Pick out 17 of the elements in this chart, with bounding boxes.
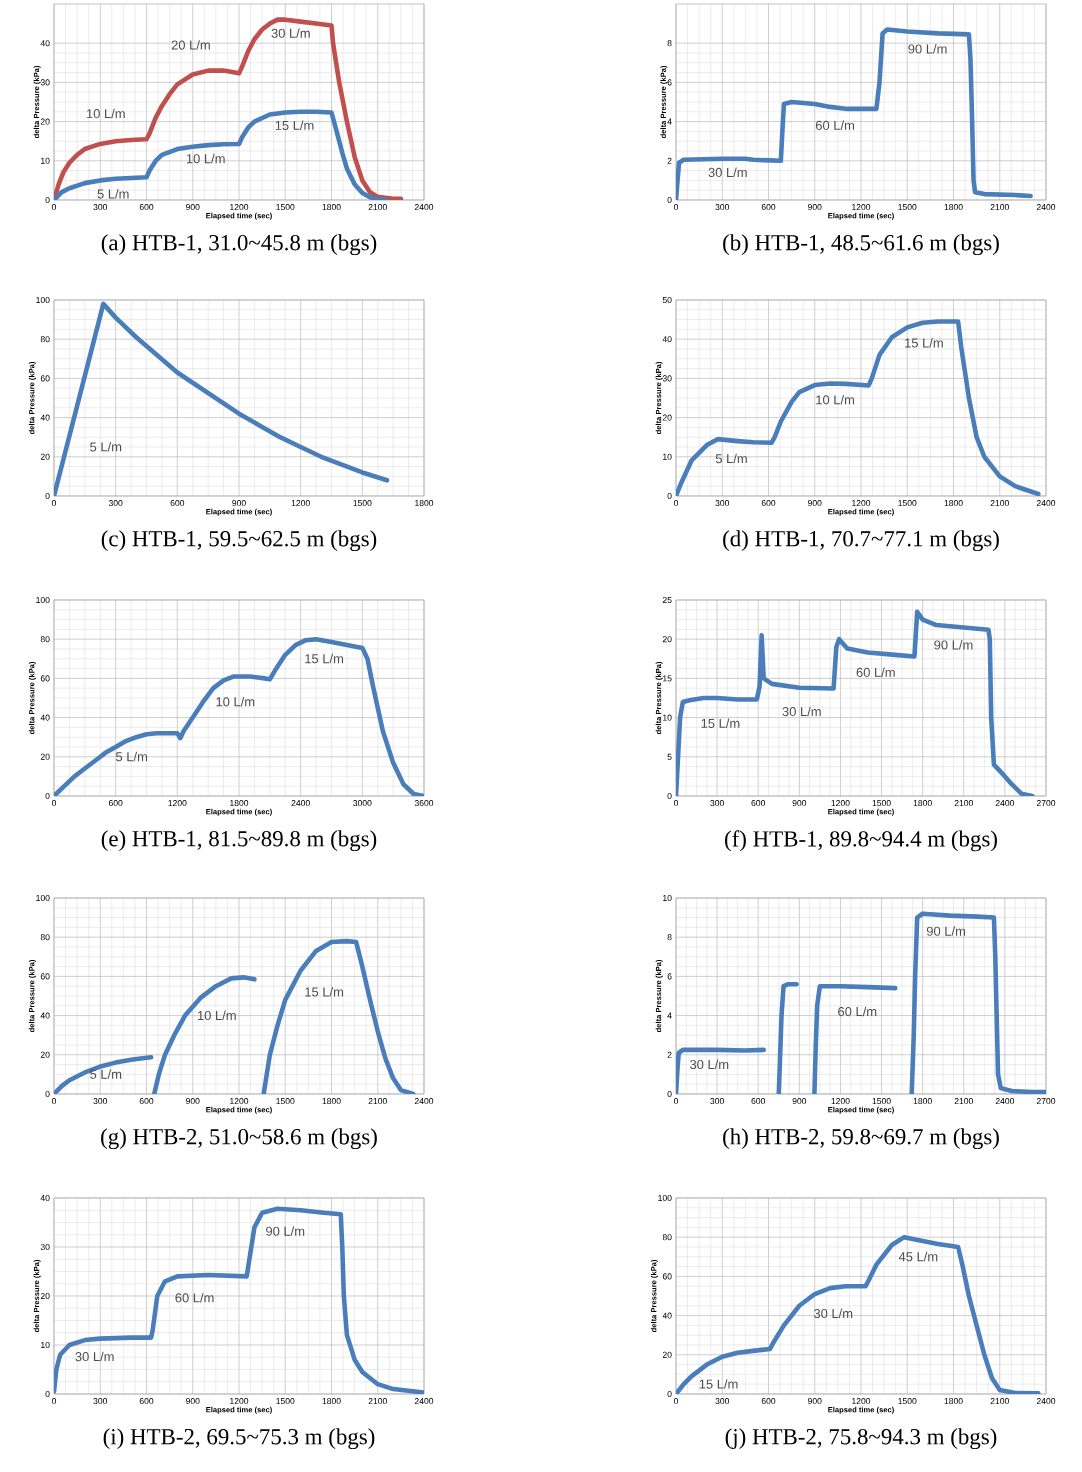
text: (e) HTB-1, 81.5~89.8 m (bgs) [101,830,377,852]
text: (a) HTB-1, 31.0~45.8 m (bgs) [101,234,377,256]
text: (i) HTB-2, 69.5~75.3 m (bgs) [103,1428,375,1450]
line-series [676,1234,1041,1394]
line-series [54,1206,424,1394]
text: (f) HTB-1, 89.8~94.4 m (bgs) [725,830,997,852]
line-series [54,17,404,200]
text: (g) HTB-2, 51.0~58.6 m (bgs) [101,1128,377,1150]
line-series [676,27,1033,200]
line-series [54,109,388,200]
text: (d) HTB-1, 70.7~77.1 m (bgs) [723,530,999,552]
line-series [676,319,1041,496]
text: (h) HTB-2, 59.8~69.7 m (bgs) [723,1128,999,1150]
text: (j) HTB-2, 75.8~94.3 m (bgs) [725,1428,997,1450]
text: (c) HTB-1, 59.5~62.5 m (bgs) [101,530,377,552]
text: (b) HTB-1, 48.5~61.6 m (bgs) [723,234,999,256]
line-series [676,609,1035,796]
